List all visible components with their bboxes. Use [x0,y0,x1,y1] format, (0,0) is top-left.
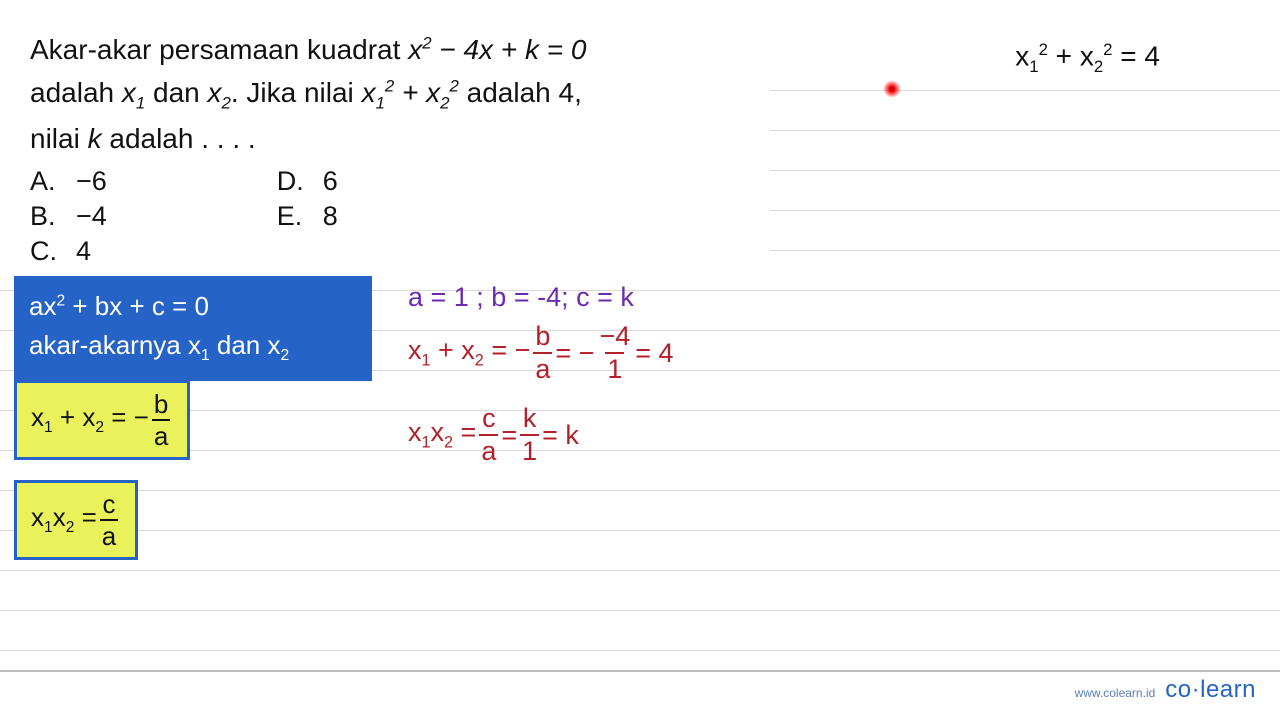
footer: www.colearn.id co·learn [1075,676,1256,704]
coefficients: a = 1 ; b = -4; c = k [408,282,674,313]
problem-l3: nilai k adalah . . . . [30,123,256,154]
sum-computation: x1 + x2 = − ba = − −41 = 4 [408,323,674,383]
option-c: C.4 [30,236,107,267]
option-b: B.−4 [30,201,107,232]
problem-eq: x2 − 4x + k = 0 [408,34,586,65]
footer-divider [0,670,1280,672]
roots-label: akar-akarnya x1 dan x2 [29,326,357,368]
footer-url: www.colearn.id [1075,686,1156,700]
general-form: ax2 + bx + c = 0 [29,287,357,326]
worked-solution: a = 1 ; b = -4; c = k x1 + x2 = − ba = −… [408,282,674,465]
problem-text: Akar-akar persamaan kuadrat x2 − 4x + k … [30,28,650,160]
option-e: E.8 [277,201,338,232]
laser-pointer-icon [883,80,901,98]
problem-l1a: Akar-akar persamaan kuadrat [30,34,408,65]
brand-logo: co·learn [1165,676,1256,704]
product-computation: x1x2 = ca = k1 = k [408,405,674,465]
problem-and: dan [145,77,207,108]
given-condition: x12 + x22 = 4 [1015,40,1160,77]
problem-l2c: adalah 4, [459,77,582,108]
problem-l2a: adalah [30,77,122,108]
option-a: A.−6 [30,166,107,197]
option-d: D.6 [277,166,338,197]
answer-options: A.−6 B.−4 C.4 D.6 E.8 [30,166,1250,267]
problem-l2b: . Jika nilai [231,77,362,108]
formula-product-roots: x1x2 = ca [14,480,138,560]
info-box-general-form: ax2 + bx + c = 0 akar-akarnya x1 dan x2 [14,276,372,381]
formula-sum-roots: x1 + x2 = − ba [14,380,190,460]
